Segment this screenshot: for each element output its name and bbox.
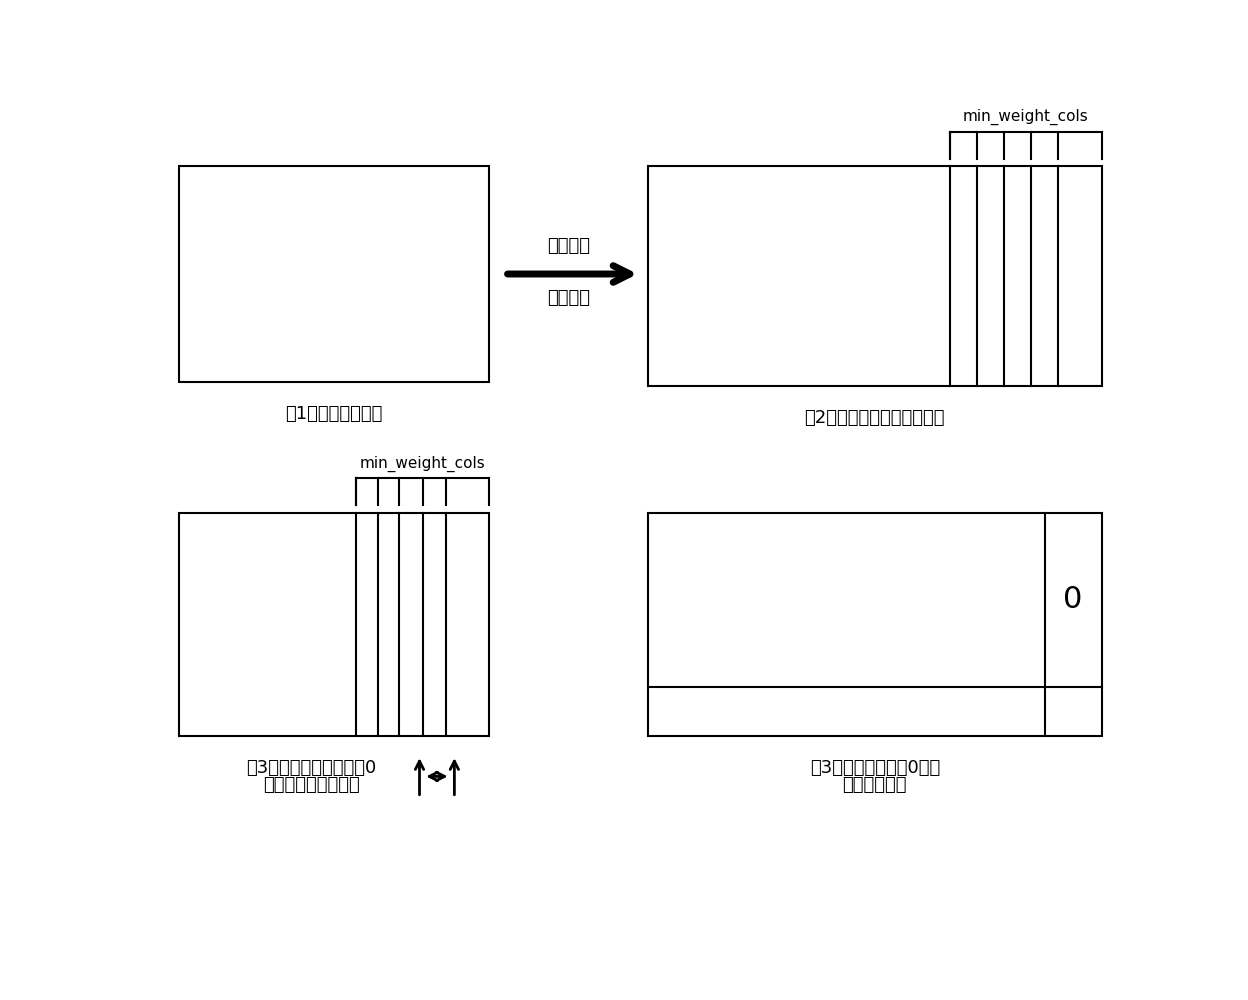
Text: min_weight_cols: min_weight_cols	[359, 456, 485, 472]
Bar	[648, 166, 1102, 386]
Text: 列重降序: 列重降序	[547, 237, 590, 255]
Text: min_weight_cols: min_weight_cols	[962, 109, 1088, 125]
Text: （3）交换列并将非0元素: （3）交换列并将非0元素	[810, 759, 940, 777]
Text: 行重升序: 行重升序	[547, 289, 590, 307]
Text: （1）行列重新排列: （1）行列重新排列	[286, 405, 383, 423]
Bar	[648, 513, 1102, 736]
Text: 元素所在行的行重和: 元素所在行的行重和	[262, 776, 359, 794]
Text: （2）找出列重最小的列集合: （2）找出列重最小的列集合	[805, 409, 945, 427]
Bar	[180, 166, 489, 382]
Bar	[180, 513, 489, 736]
Text: 移至矩阵底部: 移至矩阵底部	[842, 776, 907, 794]
Text: （3）计算集合中每列非0: （3）计算集合中每列非0	[246, 759, 376, 777]
Text: 0: 0	[1063, 585, 1083, 614]
